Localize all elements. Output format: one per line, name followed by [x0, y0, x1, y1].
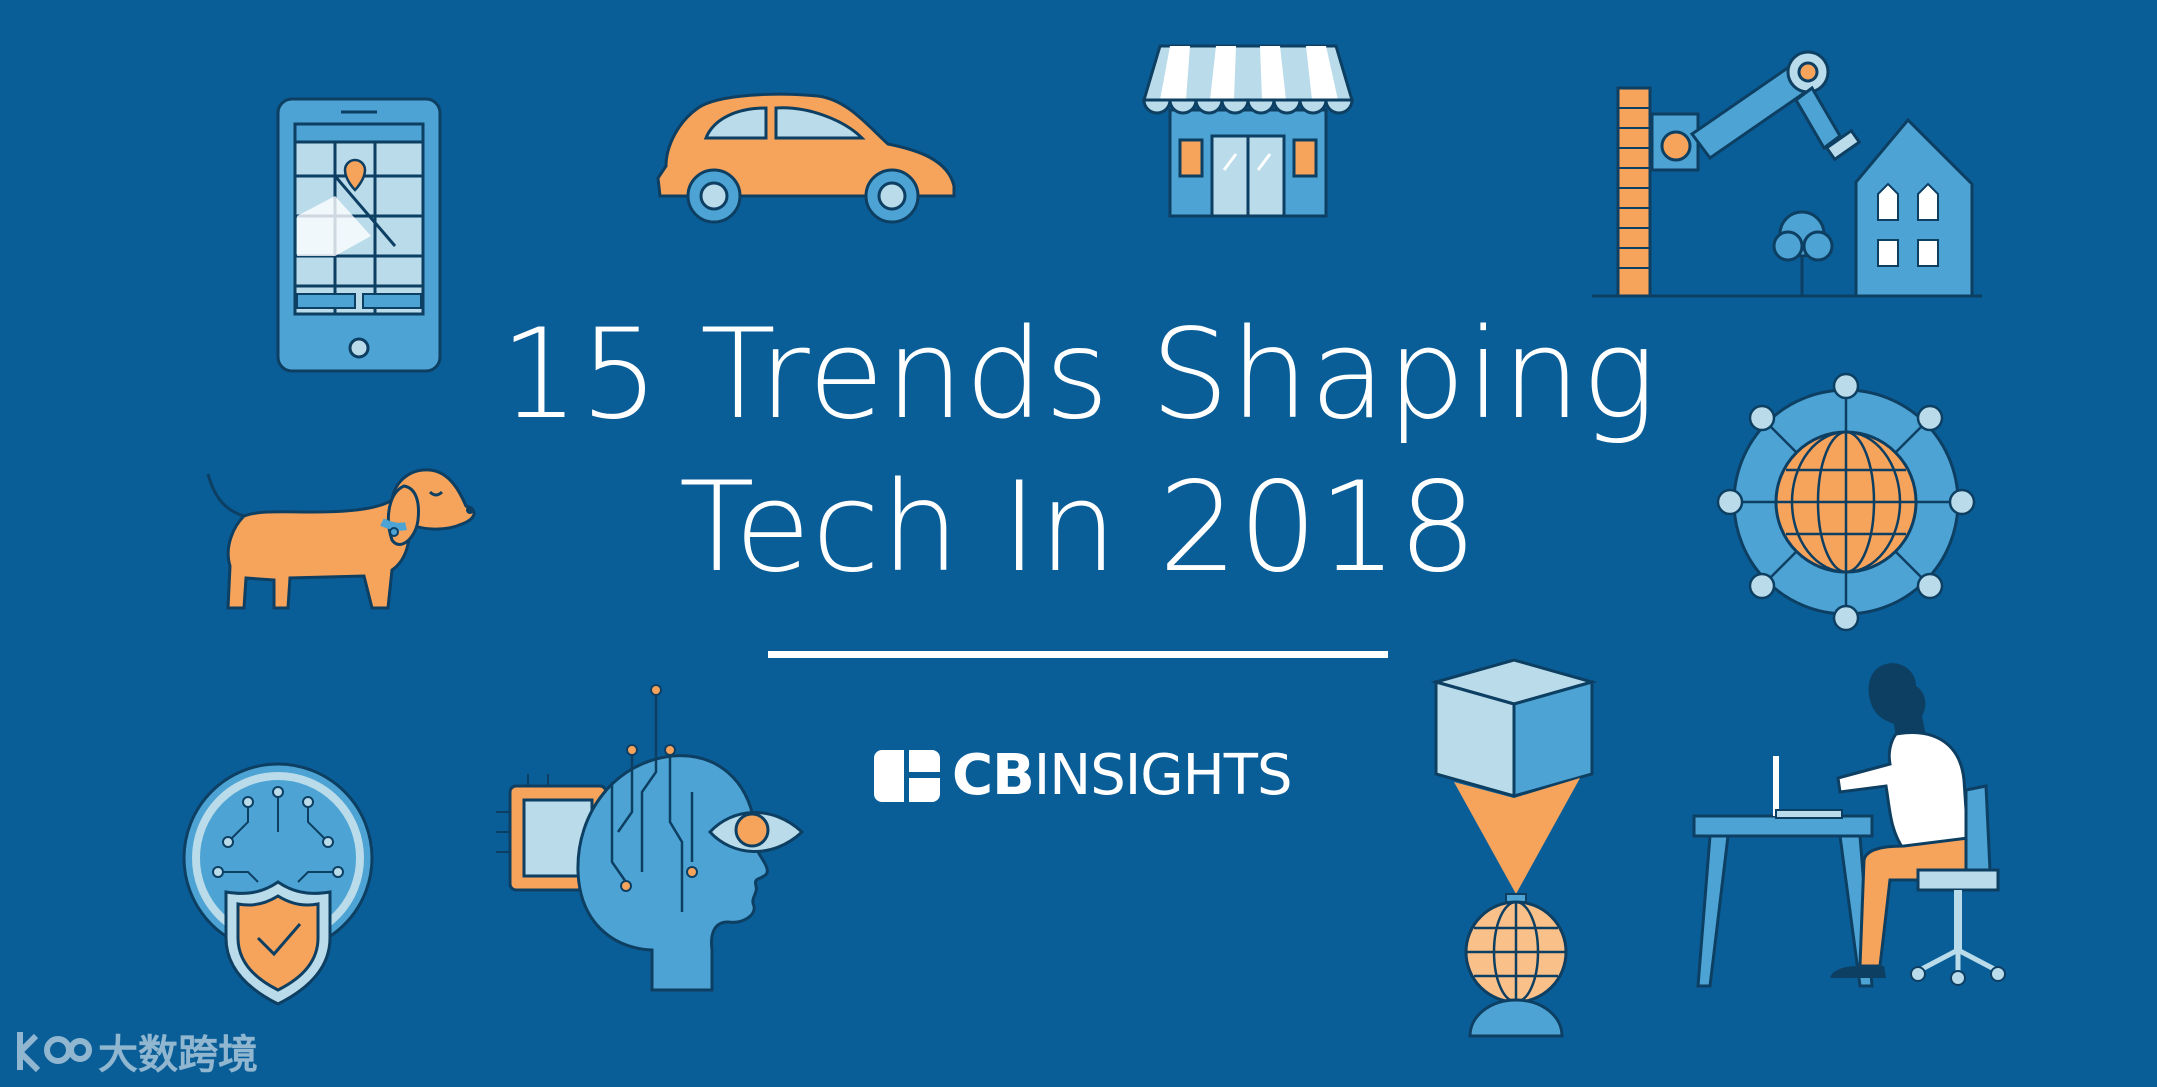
storefront-icon: [1141, 44, 1355, 218]
cb-insights-logo-icon: [874, 750, 940, 802]
person-at-desk-icon: [1692, 663, 2006, 988]
robot-arm-house-icon: [1592, 50, 1982, 298]
dog-icon: [206, 468, 476, 610]
watermark-logo-icon: [17, 1032, 92, 1073]
brand-name-bold: CB: [952, 743, 1035, 808]
brand-name-regular: INSIGHTS: [1033, 743, 1293, 808]
3d-printer-icon: [1430, 658, 1598, 1038]
title-divider: [768, 651, 1388, 658]
security-shield-icon: [182, 762, 374, 1006]
ai-head-icon: [496, 684, 805, 992]
title-line-2: Tech In 2018: [678, 456, 1479, 600]
car-icon: [656, 92, 956, 224]
globe-network-icon: [1716, 372, 1976, 632]
watermark-text: 大数跨境: [98, 1032, 258, 1078]
watermark: 大数跨境: [14, 1022, 258, 1080]
title-line-1: 15 Trends Shaping: [499, 303, 1658, 447]
phone-map-icon: [276, 97, 442, 373]
brand-logo: CB INSIGHTS: [874, 743, 1293, 808]
